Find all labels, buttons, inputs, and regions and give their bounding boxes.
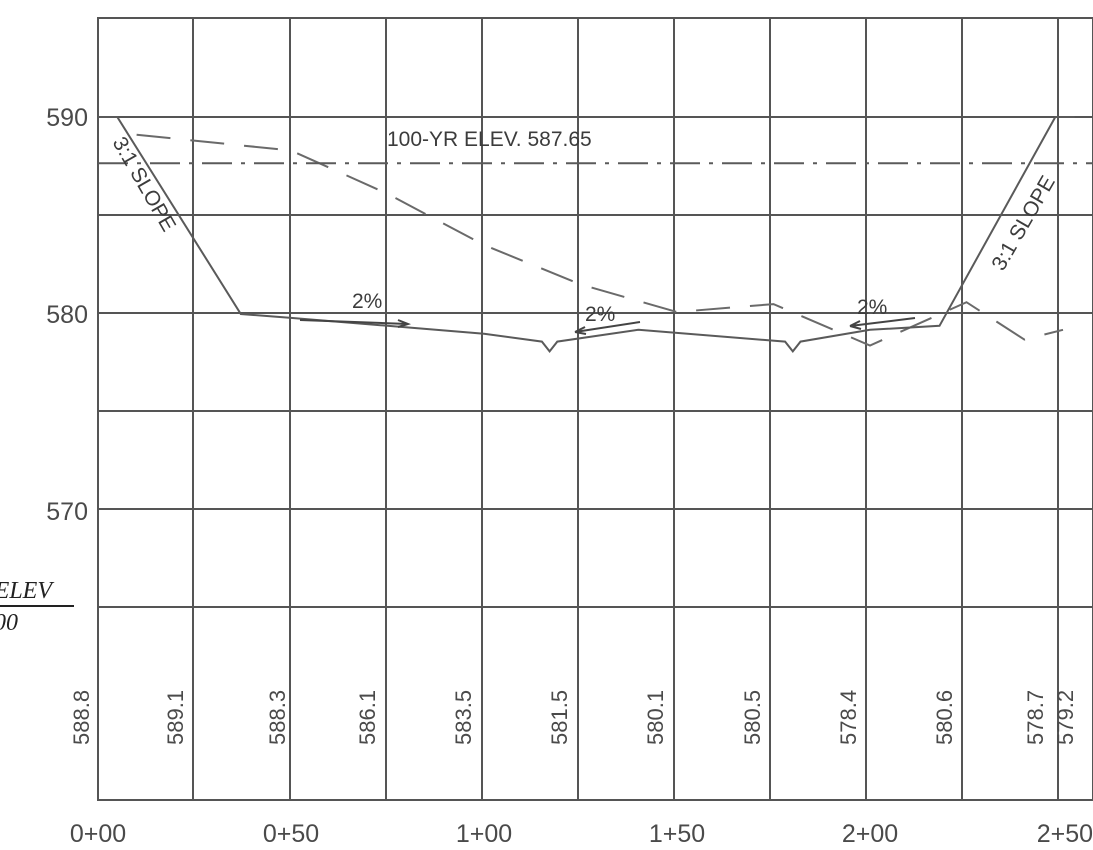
proposed-section-layer	[98, 116, 1075, 354]
existing-elevation-value: 581.5	[547, 690, 572, 745]
existing-elevation-value: 589.1	[163, 690, 188, 745]
grade-label: 2%	[352, 290, 382, 313]
row-header-00: 00	[0, 610, 18, 636]
grid-border	[97, 17, 1093, 801]
right-slope-label: 3:1 SLOPE	[987, 172, 1059, 274]
water-surface-label: 100-YR ELEV. 587.65	[387, 128, 592, 151]
x-tick-label: 0+00	[70, 820, 126, 848]
existing-elevation-value: 579.2	[1053, 690, 1078, 745]
grade-arrow	[574, 321, 641, 335]
existing-elevation-value: 588.3	[265, 690, 290, 745]
grade-label: 2%	[857, 296, 887, 319]
existing-elevation-value: 588.8	[69, 690, 94, 745]
existing-elevation-value: 580.5	[740, 690, 765, 745]
y-tick-label: 580	[46, 301, 88, 329]
y-tick-label: 570	[46, 498, 88, 526]
grade-label: 2%	[585, 303, 615, 326]
y-tick-label: 590	[46, 104, 88, 132]
existing-elevation-value: 583.5	[451, 690, 476, 745]
grade-arrow	[299, 319, 412, 328]
x-tick-label: 2+00	[842, 820, 898, 848]
x-tick-label: 2+50	[1037, 820, 1093, 848]
proposed-section-line	[98, 116, 1075, 354]
x-tick-label: 0+50	[263, 820, 319, 848]
row-header-elev: ELEV	[0, 578, 54, 604]
x-tick-label: 1+00	[456, 820, 512, 848]
existing-elevation-value: 580.1	[643, 690, 668, 745]
left-slope-label: 3:1 SLOPE	[108, 133, 180, 235]
existing-elevation-value: 578.7	[1023, 690, 1048, 745]
x-tick-label: 1+50	[649, 820, 705, 848]
existing-elevation-value: 586.1	[355, 690, 380, 745]
existing-ground-layer	[136, 133, 1064, 347]
existing-elevation-value: 580.6	[932, 690, 957, 745]
existing-elevation-value: 578.4	[836, 690, 861, 745]
existing-ground-line	[136, 133, 1064, 347]
grade-arrow	[849, 317, 916, 330]
grid	[97, 17, 1093, 801]
